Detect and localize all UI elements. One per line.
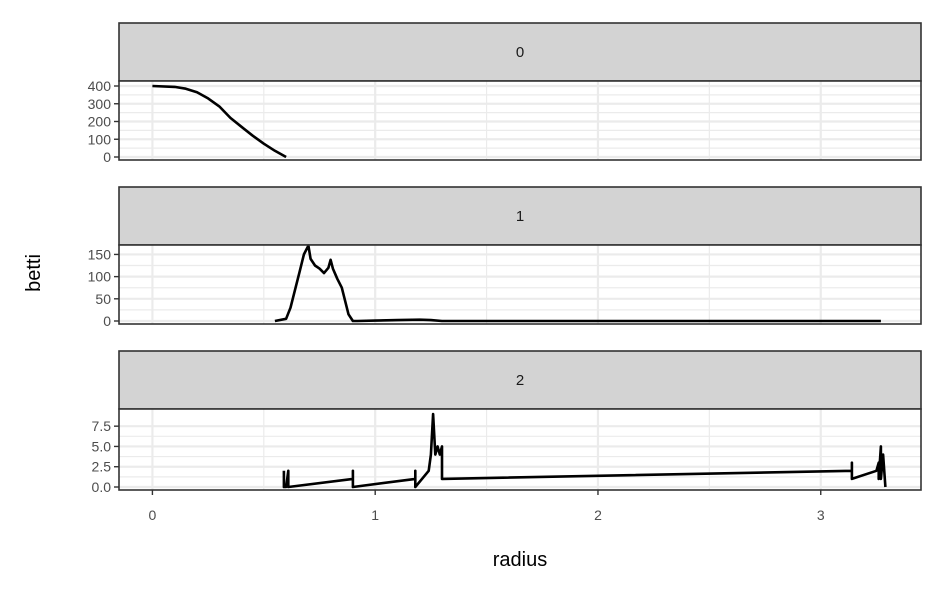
y-tick-label: 400 — [88, 78, 112, 94]
x-tick-label: 3 — [817, 507, 825, 523]
y-tick-label: 0.0 — [92, 479, 112, 495]
series-line-panel-2 — [282, 412, 887, 489]
panel-border-0 — [118, 80, 922, 161]
panel-strip-0 — [118, 22, 922, 82]
series-line-panel-1 — [274, 244, 881, 323]
panel-strip-2 — [118, 350, 922, 410]
y-tick-label: 100 — [88, 131, 112, 147]
panel-strip-1 — [118, 186, 922, 246]
y-tick-label: 2.5 — [92, 459, 112, 475]
y-tick-label: 150 — [88, 246, 112, 262]
y-tick-label: 0 — [103, 313, 111, 329]
y-tick-label: 100 — [88, 269, 112, 285]
panel-border-1 — [118, 244, 922, 325]
y-tick-label: 200 — [88, 114, 112, 130]
panel-strip-label-1: 1 — [516, 208, 524, 225]
x-axis-title: radius — [493, 549, 547, 571]
y-tick-label: 7.5 — [92, 418, 112, 434]
y-axis-title: betti — [23, 254, 45, 292]
y-tick-label: 0 — [103, 149, 111, 165]
panel-border-2 — [118, 408, 922, 491]
series-line-panel-0 — [152, 84, 287, 159]
y-tick-label: 50 — [95, 291, 111, 307]
y-tick-label: 5.0 — [92, 438, 112, 454]
x-tick-label: 2 — [594, 507, 602, 523]
x-tick-label: 0 — [149, 507, 157, 523]
y-tick-label: 300 — [88, 96, 112, 112]
x-tick-label: 1 — [371, 507, 379, 523]
panel-strip-label-0: 0 — [516, 44, 524, 61]
panel-background-1 — [119, 245, 921, 324]
panel-strip-label-2: 2 — [516, 372, 524, 389]
